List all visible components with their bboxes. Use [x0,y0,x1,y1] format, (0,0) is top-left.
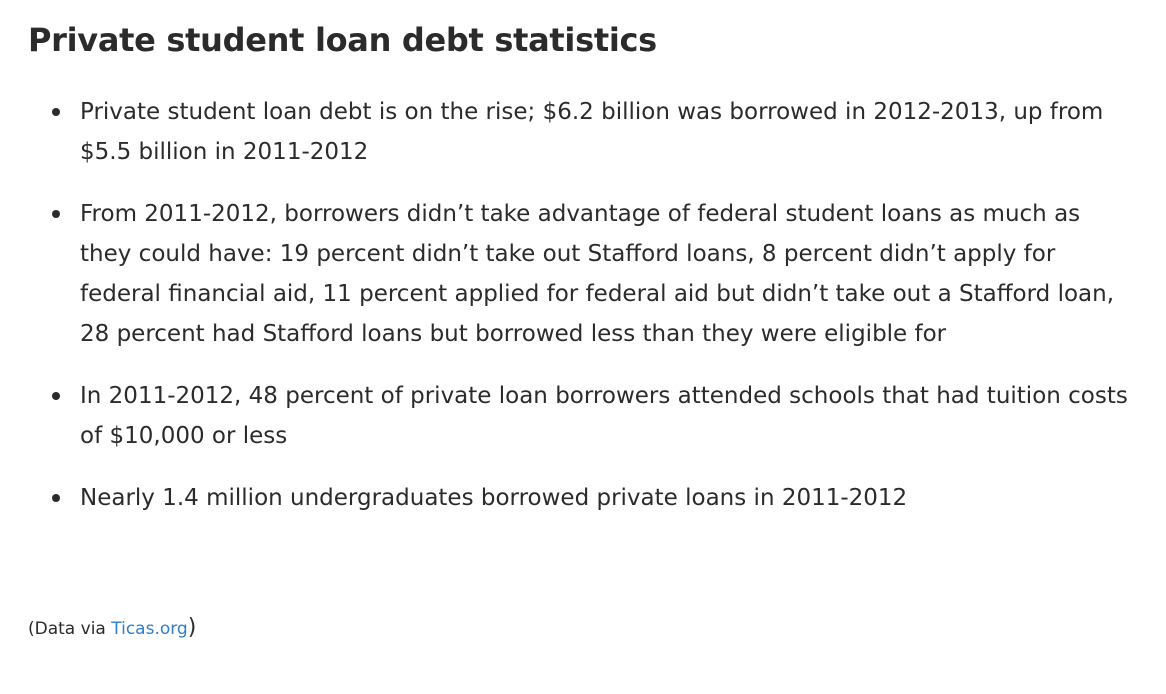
list-item-text: In 2011-2012, 48 percent of private loan… [80,383,1128,449]
list-item-text: Private student loan debt is on the rise… [80,99,1104,165]
source-prefix: (Data via [28,619,112,639]
list-item: From 2011-2012, borrowers didn’t take ad… [28,194,1138,354]
bullet-icon [52,494,60,502]
source-link[interactable]: Ticas.org [111,619,188,639]
source-attribution: (Data via Ticas.org) [28,614,196,643]
bullet-icon [52,108,60,116]
list-item: In 2011-2012, 48 percent of private loan… [28,376,1138,456]
list-item: Private student loan debt is on the rise… [28,92,1138,172]
list-item-text: From 2011-2012, borrowers didn’t take ad… [80,201,1115,347]
section-heading: Private student loan debt statistics [28,21,657,59]
bullet-icon [52,392,60,400]
list-item-text: Nearly 1.4 million undergraduates borrow… [80,485,908,511]
statistics-list: Private student loan debt is on the rise… [28,92,1138,518]
source-suffix: ) [187,615,197,640]
list-item: Nearly 1.4 million undergraduates borrow… [28,478,1138,518]
article-section: Private student loan debt statistics Pri… [28,18,1138,540]
bullet-icon [52,210,60,218]
